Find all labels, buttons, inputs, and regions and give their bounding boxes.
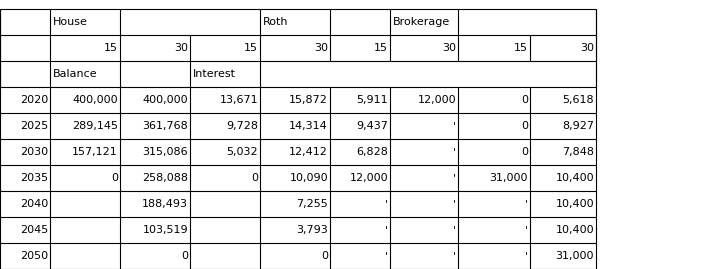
Text: 103,519: 103,519	[142, 225, 188, 235]
Text: 9,728: 9,728	[226, 121, 258, 131]
Text: 2020: 2020	[20, 95, 48, 105]
Text: 15: 15	[514, 43, 528, 53]
Text: 15: 15	[374, 43, 388, 53]
Text: 10,400: 10,400	[555, 173, 594, 183]
Text: 0: 0	[251, 173, 258, 183]
Text: 6,828: 6,828	[356, 147, 388, 157]
Text: 12,000: 12,000	[349, 173, 388, 183]
Text: 15,872: 15,872	[289, 95, 328, 105]
Text: 30: 30	[174, 43, 188, 53]
Text: 2045: 2045	[20, 225, 48, 235]
Text: ': '	[453, 199, 456, 209]
Text: Roth: Roth	[263, 17, 288, 27]
Text: ': '	[453, 225, 456, 235]
Text: Interest: Interest	[193, 69, 236, 79]
Text: 13,671: 13,671	[219, 95, 258, 105]
Text: 7,255: 7,255	[296, 199, 328, 209]
Text: 258,088: 258,088	[142, 173, 188, 183]
Text: ': '	[453, 121, 456, 131]
Text: 0: 0	[521, 147, 528, 157]
Text: 315,086: 315,086	[142, 147, 188, 157]
Text: 5,032: 5,032	[227, 147, 258, 157]
Text: Balance: Balance	[53, 69, 97, 79]
Text: 10,090: 10,090	[290, 173, 328, 183]
Text: 9,437: 9,437	[356, 121, 388, 131]
Text: 0: 0	[111, 173, 118, 183]
Text: 2025: 2025	[20, 121, 48, 131]
Text: 2030: 2030	[20, 147, 48, 157]
Text: ': '	[525, 225, 528, 235]
Text: 31,000: 31,000	[555, 251, 594, 261]
Text: 12,000: 12,000	[417, 95, 456, 105]
Text: 12,412: 12,412	[289, 147, 328, 157]
Text: ': '	[525, 251, 528, 261]
Text: 0: 0	[521, 95, 528, 105]
Text: 14,314: 14,314	[289, 121, 328, 131]
Text: 400,000: 400,000	[73, 95, 118, 105]
Text: ': '	[525, 199, 528, 209]
Text: ': '	[385, 251, 388, 261]
Text: 7,848: 7,848	[562, 147, 594, 157]
Text: 289,145: 289,145	[72, 121, 118, 131]
Text: 3,793: 3,793	[296, 225, 328, 235]
Text: 10,400: 10,400	[555, 225, 594, 235]
Text: 30: 30	[580, 43, 594, 53]
Text: House: House	[53, 17, 88, 27]
Text: 0: 0	[521, 121, 528, 131]
Text: 400,000: 400,000	[142, 95, 188, 105]
Text: 15: 15	[244, 43, 258, 53]
Text: 0: 0	[321, 251, 328, 261]
Text: 188,493: 188,493	[142, 199, 188, 209]
Text: 8,927: 8,927	[562, 121, 594, 131]
Text: 2035: 2035	[20, 173, 48, 183]
Text: 157,121: 157,121	[73, 147, 118, 157]
Text: ': '	[453, 147, 456, 157]
Text: 15: 15	[104, 43, 118, 53]
Text: ': '	[385, 199, 388, 209]
Text: 361,768: 361,768	[142, 121, 188, 131]
Text: ': '	[453, 251, 456, 261]
Text: ': '	[453, 173, 456, 183]
Text: 0: 0	[181, 251, 188, 261]
Text: 31,000: 31,000	[489, 173, 528, 183]
Text: 2050: 2050	[20, 251, 48, 261]
Text: 5,618: 5,618	[563, 95, 594, 105]
Text: ': '	[385, 225, 388, 235]
Text: 30: 30	[314, 43, 328, 53]
Text: 5,911: 5,911	[356, 95, 388, 105]
Text: Brokerage: Brokerage	[393, 17, 450, 27]
Text: 2040: 2040	[20, 199, 48, 209]
Text: 10,400: 10,400	[555, 199, 594, 209]
Text: 30: 30	[442, 43, 456, 53]
